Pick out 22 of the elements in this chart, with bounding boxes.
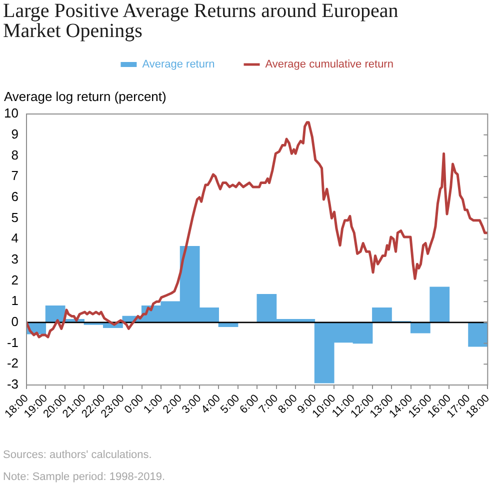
legend-label: Average cumulative return (265, 58, 394, 71)
x-tick-label: 3:00 (180, 392, 204, 416)
y-tick-label: 5 (11, 210, 18, 225)
y-tick-label: 3 (11, 252, 18, 266)
y-tick-label: 6 (11, 188, 18, 204)
y-axis-title: Average log return (percent) (4, 88, 166, 104)
y-tick-label: 10 (4, 106, 18, 121)
y-tick-label: 4 (11, 230, 18, 246)
text: Note: Sample period: 1998-2019. (3, 471, 166, 483)
bar (468, 322, 488, 347)
y-tick-label: 2 (11, 272, 18, 288)
source-note: Sources: authors' calculations. (3, 449, 152, 461)
y-tick-label: -3 (6, 376, 18, 392)
y-tick-label: -1 (6, 334, 18, 350)
y-tick-label: -2 (6, 356, 18, 371)
y-tick-label: 9 (11, 126, 18, 142)
y-tick-label: 1 (11, 293, 18, 308)
legend-label: Average return (142, 58, 215, 71)
y-tick-label: 0 (11, 314, 18, 330)
y-tick-label: 8 (11, 147, 18, 162)
y-tick-label: 7 (11, 168, 18, 184)
chart-title: Large Positive Average Returns around European Market Openings (3, 0, 400, 42)
